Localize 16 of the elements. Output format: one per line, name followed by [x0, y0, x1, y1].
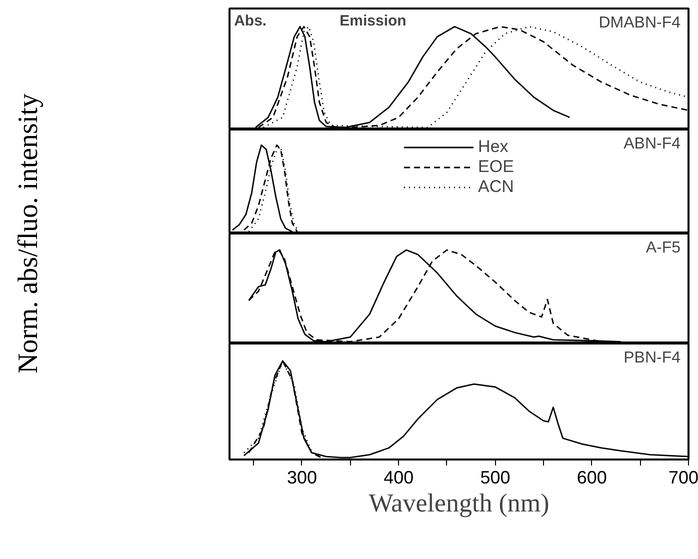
legend-label: Hex: [478, 137, 508, 157]
chart-title: DMABN-F4: [598, 14, 681, 32]
legend-label: ACN: [478, 177, 514, 197]
x-tick-label: 400: [384, 468, 414, 488]
annotation: Abs.: [234, 12, 267, 30]
x-tick-label: 700: [668, 468, 698, 488]
legend-label: EOE: [478, 157, 514, 177]
annotation: Emission: [340, 12, 406, 30]
chart-title: A-F5: [646, 240, 681, 256]
x-tick-label: 600: [576, 468, 607, 488]
x-tick-label: 300: [286, 468, 318, 488]
x-axis-title: Wavelength (nm): [368, 488, 550, 518]
chart-title: PBN-F4: [624, 350, 681, 366]
chart-title: ABN-F4: [624, 136, 681, 152]
y-axis-title: Norm. abs/fluo. intensity: [13, 94, 44, 374]
x-tick-label: 500: [480, 468, 510, 488]
